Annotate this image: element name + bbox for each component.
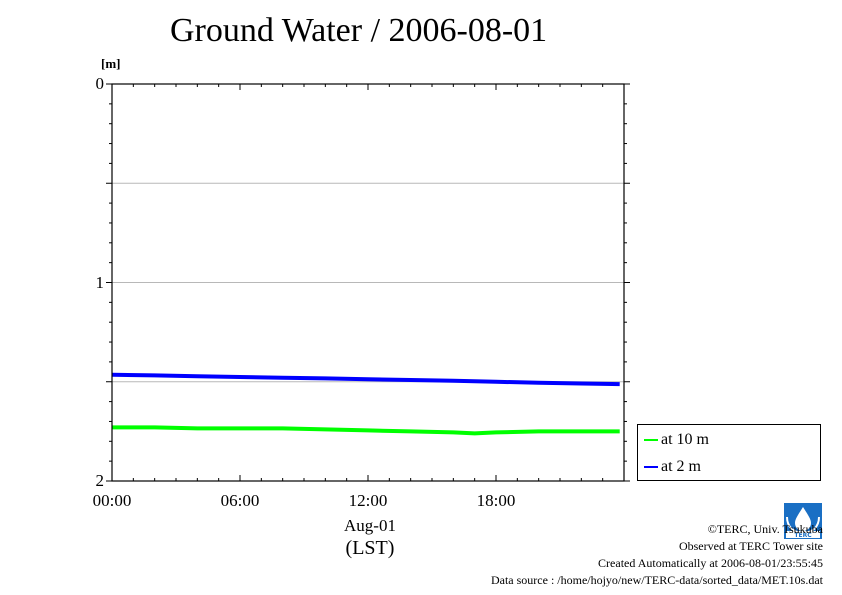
axis-ticks [106, 83, 630, 482]
legend-swatch-10m [644, 439, 658, 441]
credit-copyright: ©TERC, Univ. Tsukuba [707, 522, 823, 536]
series-line-1 [111, 372, 620, 387]
x-tick-label-00:00: 00:00 [92, 491, 132, 510]
x-tick-label-18:00: 18:00 [476, 491, 516, 510]
series-line-0 [112, 425, 620, 436]
credit-source: Data source : /home/hojyo/new/TERC-data/… [490, 573, 823, 587]
legend-label-10m: at 10 m [661, 431, 709, 448]
gridlines [112, 182, 624, 383]
series-lines [111, 372, 620, 436]
terc-logo: TERC [784, 503, 822, 539]
legend-item-10m: at 10 m [644, 431, 709, 449]
y-axis-unit-label: [m] [101, 56, 121, 71]
x-axis-timezone-label: (LST) [345, 537, 395, 559]
legend-item-2m: at 2 m [644, 458, 701, 476]
svg-text:TERC: TERC [794, 532, 812, 539]
legend-swatch-2m [644, 466, 658, 468]
chart-title: Ground Water / 2006-08-01 [170, 12, 548, 49]
y-tick-label-1: 1 [95, 272, 105, 292]
legend: at 10 m at 2 m [637, 424, 821, 481]
x-tick-label-12:00: 12:00 [348, 491, 388, 510]
credit-observed: Observed at TERC Tower site [678, 539, 823, 553]
credit-created: Created Automatically at 2006-08-01/23:5… [598, 556, 823, 570]
y-tick-label-0: 0 [95, 74, 105, 93]
legend-label-2m: at 2 m [661, 458, 701, 475]
x-tick-label-06:00: 06:00 [220, 491, 260, 510]
y-tick-label-2: 2 [95, 471, 105, 490]
x-axis-date-label: Aug-01 [344, 516, 396, 535]
